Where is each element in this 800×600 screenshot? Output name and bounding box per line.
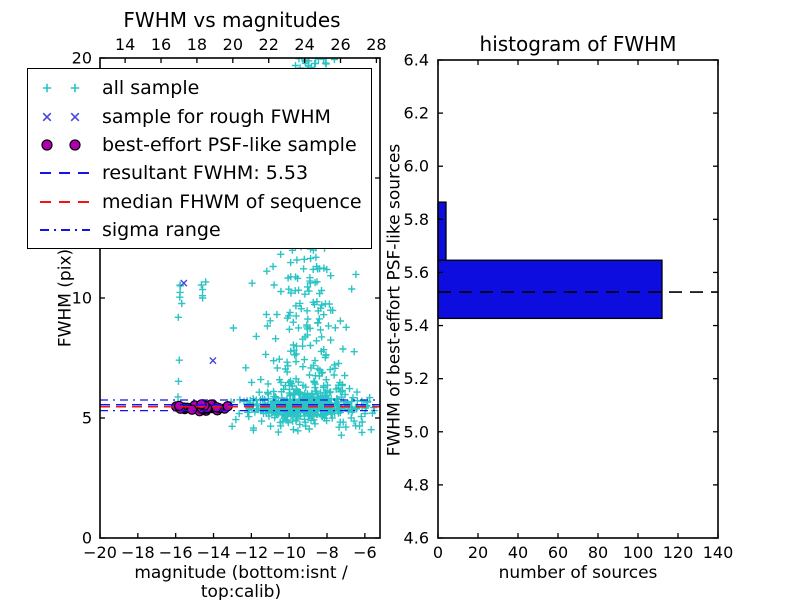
legend-label: median FHWM of sequence: [102, 190, 362, 213]
right-plot-title: histogram of FWHM: [479, 32, 677, 56]
tick-label: 10: [72, 289, 92, 308]
legend-item-resultant-fwhm: resultant FWHM: 5.53: [38, 159, 371, 187]
dot-marker-icon: [38, 135, 94, 155]
legend-item-sigma-range: sigma range: [38, 216, 371, 244]
tick-label: 6.4: [404, 51, 429, 70]
tick-label: 0: [82, 529, 92, 548]
tick-label: 20: [223, 35, 243, 54]
right-plot-frame: [437, 59, 719, 539]
legend-label: resultant FWHM: 5.53: [102, 162, 309, 185]
tick-label: 5: [82, 409, 92, 428]
tick-label: −6: [353, 543, 377, 562]
tick-label: 5.8: [404, 210, 429, 229]
tick-label: −8: [315, 543, 339, 562]
tick-label: −14: [197, 543, 231, 562]
tick-label: −16: [159, 543, 193, 562]
tick-label: 60: [548, 543, 568, 562]
tick-label: −10: [272, 543, 306, 562]
tick-label: 4.8: [404, 475, 429, 494]
dash-glyph: [40, 200, 90, 203]
dot-glyph: [41, 139, 81, 151]
tick-label: −20: [83, 543, 117, 562]
tick-label: 14: [115, 35, 135, 54]
tick-label: 16: [151, 35, 171, 54]
tick-label: 5.2: [404, 369, 429, 388]
tick-label: 5.6: [404, 263, 429, 282]
tick-label: 120: [663, 543, 694, 562]
tick-label: 6.2: [404, 104, 429, 123]
dashed-line-icon: [38, 192, 94, 212]
right-plot-xlabel: number of sources: [498, 563, 658, 583]
tick-label: 140: [703, 543, 734, 562]
tick-label: 40: [508, 543, 528, 562]
dash-glyph: [40, 172, 90, 175]
tick-label: 18: [187, 35, 207, 54]
tick-label: 20: [72, 49, 92, 68]
tick-label: 28: [366, 35, 386, 54]
tick-label: −12: [234, 543, 268, 562]
tick-label: 0: [433, 543, 443, 562]
left-plot-xlabel: magnitude (bottom:isnt / top:calib): [134, 563, 348, 600]
rough-fwhm-points: [180, 279, 217, 365]
scatter-plot-area: [100, 58, 380, 439]
tick-label: 5.0: [404, 422, 429, 441]
dashed-line-icon: [38, 163, 94, 183]
left-plot-ylabel: FWHM (pix): [55, 248, 76, 348]
tick-label: 100: [623, 543, 654, 562]
tick-label: 22: [259, 35, 279, 54]
left-plot-title: FWHM vs magnitudes: [123, 8, 341, 32]
cross-marker-icon: [38, 107, 94, 127]
tick-label: 5.4: [404, 316, 429, 335]
legend-label: all sample: [102, 77, 200, 100]
plus-glyph: [42, 83, 80, 93]
legend-item-psf-sample: best-effort PSF-like sample: [38, 131, 371, 159]
legend-label: sigma range: [102, 219, 221, 242]
tick-label: 80: [588, 543, 608, 562]
plus-marker-icon: [38, 78, 94, 98]
tick-label: −18: [121, 543, 155, 562]
psf-sample-points: [170, 399, 233, 417]
tick-label: 24: [294, 35, 314, 54]
tick-label: 4.6: [404, 529, 429, 548]
tick-label: 20: [468, 543, 488, 562]
histogram-plot-area: [437, 201, 718, 320]
dashdot-glyph: [40, 229, 90, 232]
dashdot-line-icon: [38, 220, 94, 240]
tick-label: 6.0: [404, 157, 429, 176]
legend: all sample sample for rough FWHM best-ef…: [27, 68, 372, 249]
legend-item-rough-fwhm: sample for rough FWHM: [38, 102, 371, 130]
cross-glyph: [42, 112, 80, 121]
histogram-bar: [437, 259, 663, 320]
histogram-bar: [437, 201, 447, 261]
legend-item-all-sample: all sample: [38, 74, 371, 102]
legend-label: sample for rough FWHM: [102, 105, 331, 128]
right-plot-ylabel: FWHM of best-effort PSF-like sources: [384, 143, 405, 457]
legend-label: best-effort PSF-like sample: [102, 133, 357, 156]
tick-label: 26: [330, 35, 350, 54]
legend-item-median-fwhm: median FHWM of sequence: [38, 188, 371, 216]
